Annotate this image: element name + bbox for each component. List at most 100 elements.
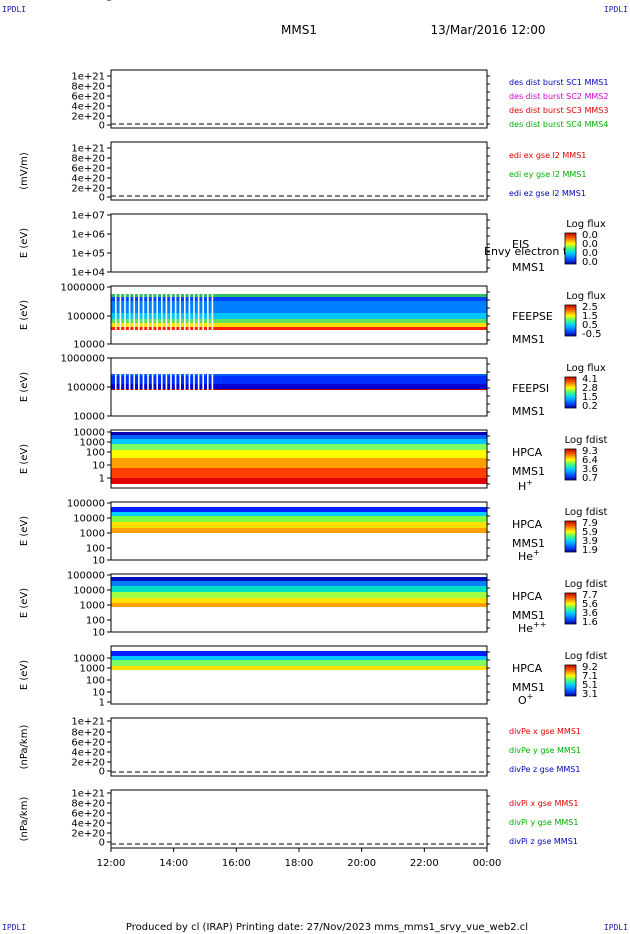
y-tick-label: 4e+20 (71, 819, 105, 830)
panel-frame (110, 501, 488, 561)
y-tick-label: 10000 (73, 514, 105, 525)
data-gap (188, 358, 191, 416)
y-tick-label: 100 (86, 676, 105, 687)
colorbar-tick-label: 3.9 (582, 536, 598, 547)
spectrogram-band (111, 313, 487, 319)
species-label: O+ (518, 692, 533, 707)
legend-item: des dist burst SC4 MMS4 (509, 120, 608, 129)
x-tick-label: 00:00 (473, 858, 502, 869)
data-gap (128, 286, 131, 344)
data-gap (156, 286, 158, 344)
colorbar-tick-label: 1.6 (582, 617, 598, 628)
spectrogram-band (111, 577, 487, 581)
instrument-label: HPCA (512, 590, 543, 603)
data-gap (211, 286, 214, 344)
corner-label-bottom-right: IPDLI (603, 923, 628, 932)
panel-3: 1e+07 1e+06 1e+05 1e+04 E (eV) EIS MMS1 Envy el… (19, 211, 606, 279)
data-gap (119, 358, 122, 416)
spectrogram-band (111, 512, 487, 516)
probe-label: MMS1 (512, 405, 545, 418)
panel-frame (110, 213, 488, 273)
y-tick-label: 4e+20 (71, 102, 105, 113)
colorbar-title: Log fdist (565, 579, 608, 590)
spectrogram-band (111, 450, 487, 458)
y-tick-label: 100000 (67, 571, 105, 582)
panel-frame (110, 285, 488, 345)
legend-item: des dist burst SC3 MMS3 (509, 106, 608, 115)
data-gap (207, 358, 209, 416)
colorbar-tick-label: 4.1 (582, 374, 598, 385)
y-tick-label: 1 (99, 698, 105, 709)
data-gap (170, 286, 172, 344)
data-gap (179, 286, 181, 344)
spectrogram-band (111, 603, 487, 607)
data-gap (211, 358, 214, 416)
y-tick-label: 1e+06 (71, 230, 105, 241)
y-tick-label: 2e+20 (71, 758, 105, 769)
instrument-label: FEEPSI (512, 382, 549, 395)
data-gap (119, 286, 122, 344)
spectrogram-8 (111, 577, 487, 607)
colorbar-tick-label: 9.3 (582, 446, 598, 457)
y-tick-label: 0 (99, 193, 105, 204)
spectrogram-band (111, 327, 487, 330)
panel-8: 100000100001000100101E (eV)HPCAMMS1He++L… (19, 0, 607, 639)
probe-label: MMS1 (512, 681, 545, 694)
colorbar-tick-label: 2.8 (582, 383, 598, 394)
colorbar (564, 304, 577, 337)
y-tick-label: 1000 (80, 664, 105, 675)
y-tick-label: 10000 (73, 340, 105, 351)
colorbar-tick-label: 0.5 (582, 320, 598, 331)
y-tick-label: 8e+20 (71, 154, 105, 165)
y-axis-label: E (eV) (19, 228, 30, 258)
spectrogram-band (111, 660, 487, 666)
colorbar-title: Log fdist (565, 507, 608, 518)
y-tick-label: 6e+20 (71, 92, 105, 103)
corner-label-bottom-left: IPDLI (2, 923, 27, 932)
colorbar-tick-label: -0.5 (582, 329, 602, 340)
panel-frame (110, 717, 488, 777)
colorbar-tick-label: 3.1 (582, 689, 598, 700)
data-gap (197, 358, 200, 416)
colorbar-tick-label: 6.4 (582, 455, 598, 466)
colorbar-tick-label: 5.9 (582, 527, 598, 538)
spectrogram-band (111, 297, 487, 301)
footer-text: Produced by cl (IRAP) Printing date: 27/… (126, 922, 528, 933)
colorbar-tick-label: 1.5 (582, 311, 598, 322)
spectrogram-band (111, 651, 487, 656)
data-gap (115, 286, 117, 344)
data-gap (193, 358, 195, 416)
colorbar (564, 448, 577, 481)
y-tick-label: 0 (99, 767, 105, 778)
y-tick-label: 10000 (73, 654, 105, 665)
colorbar-tick-label: 0.2 (582, 401, 598, 412)
y-tick-label: 1 (99, 0, 105, 3)
data-gap (124, 358, 126, 416)
y-axis-label: E (eV) (19, 372, 30, 402)
species-charge: + (533, 548, 540, 557)
x-tick-label: 18:00 (285, 858, 314, 869)
colorbar-title: Log fdist (565, 435, 608, 446)
y-tick-label: 8e+20 (71, 728, 105, 739)
colorbar (564, 520, 577, 553)
colorbar-tick-label: 5.6 (582, 599, 598, 610)
spectrogram-band (111, 301, 487, 313)
colorbar-title: Log flux (566, 291, 606, 302)
colorbar-tick-label: 0.0 (582, 257, 598, 268)
colorbar-tick-label: 7.7 (582, 590, 598, 601)
species-label: H+ (518, 478, 533, 493)
panel-frame (110, 789, 488, 849)
y-tick-label: 6e+20 (71, 738, 105, 749)
y-tick-label: 1 (99, 474, 105, 485)
spectrogram-band (111, 439, 487, 444)
x-tick-label: 20:00 (347, 858, 376, 869)
y-axis-label: E (eV) (19, 660, 30, 690)
spectrogram-band (111, 468, 487, 478)
x-tick-label: 12:00 (97, 858, 126, 869)
y-tick-label: 8e+20 (71, 799, 105, 810)
colorbar-tick-label: 7.9 (582, 518, 598, 529)
data-gap (147, 358, 149, 416)
y-tick-label: 10 (92, 556, 105, 567)
